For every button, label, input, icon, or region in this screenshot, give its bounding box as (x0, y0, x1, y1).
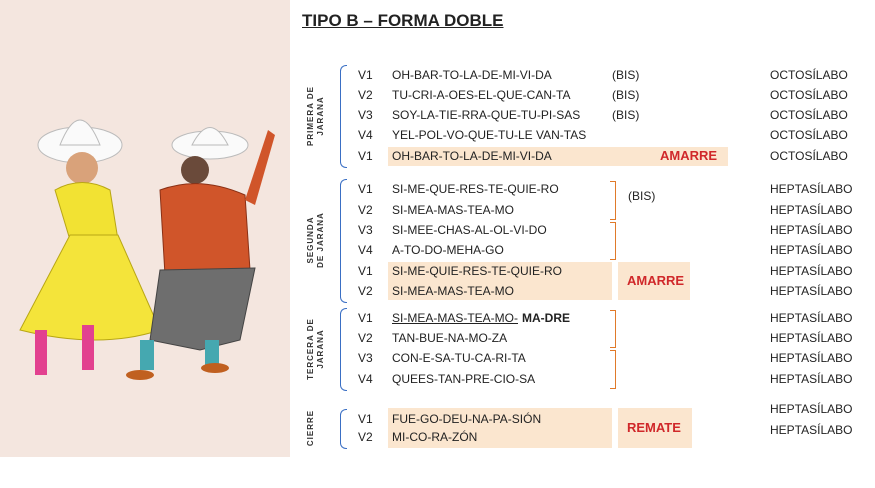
verse-text: SI-MEE-CHAS-AL-OL-VI-DO (392, 223, 547, 237)
section-label-line: SEGUNDA (306, 216, 315, 264)
meter: HEPTASÍLABO (770, 311, 853, 325)
verse-text: SOY-LA-TIE-RRA-QUE-TU-PI-SAS (392, 108, 581, 122)
verse-number: V1 (358, 264, 373, 278)
verse-number: V3 (358, 351, 373, 365)
section-label: SEGUNDA DE JARANA (306, 180, 330, 300)
meter: OCTOSÍLABO (770, 88, 848, 102)
illustration (0, 0, 290, 457)
meter: OCTOSÍLABO (770, 128, 848, 142)
meter: HEPTASÍLABO (770, 243, 853, 257)
section-bracket (340, 65, 347, 168)
section-bracket (340, 409, 347, 449)
verse-text: SI-MEA-MAS-TEA-MO- (392, 311, 518, 325)
verse-number: V1 (358, 68, 373, 82)
verse-number: V1 (358, 149, 373, 163)
verse-text: TAN-BUE-NA-MO-ZA (392, 331, 508, 345)
verse-text: CON-E-SA-TU-CA-RI-TA (392, 351, 526, 365)
verse-number: V2 (358, 88, 373, 102)
meter: OCTOSÍLABO (770, 149, 848, 163)
verse-text: MI-CO-RA-ZÓN (392, 430, 478, 444)
verse-text: A-TO-DO-MEHA-GO (392, 243, 504, 257)
pair-bracket (610, 222, 616, 260)
meter: HEPTASÍLABO (770, 284, 853, 298)
highlight (618, 408, 692, 448)
section-bracket (340, 308, 347, 391)
verse-text: QUEES-TAN-PRE-CIO-SA (392, 372, 536, 386)
bis-note: (BIS) (612, 108, 640, 122)
meter: HEPTASÍLABO (770, 264, 853, 278)
section-bracket (340, 179, 347, 303)
verse-text: SI-MEA-MAS-TEA-MO (392, 284, 514, 298)
verse-text: SI-MEA-MAS-TEA-MO (392, 203, 514, 217)
bis-note: (BIS) (612, 68, 640, 82)
tag: AMARRE (627, 273, 685, 288)
verse-text: SI-ME-QUE-RES-TE-QUIE-RO (392, 182, 559, 196)
meter: OCTOSÍLABO (770, 68, 848, 82)
bis-note: (BIS) (612, 88, 640, 102)
highlight (388, 147, 728, 166)
section-label-line: DE JARANA (316, 212, 325, 268)
meter: HEPTASÍLABO (770, 203, 853, 217)
meter: HEPTASÍLABO (770, 351, 853, 365)
pair-bracket (610, 310, 616, 348)
verse-number: V3 (358, 108, 373, 122)
verse-number: V1 (358, 412, 373, 426)
verse-number: V2 (358, 331, 373, 345)
verse-number: V4 (358, 372, 373, 386)
section-label-line: CIERRE (306, 409, 315, 447)
verse-number: V4 (358, 243, 373, 257)
meter: HEPTASÍLABO (770, 223, 853, 237)
verse-text: YEL-POL-VO-QUE-TU-LE VAN-TAS (392, 128, 587, 142)
meter: OCTOSÍLABO (770, 108, 848, 122)
verse-number: V3 (358, 223, 373, 237)
section-label-line: JARANA (316, 95, 325, 136)
section-label: CIERRE (306, 368, 330, 488)
verse-number: V2 (358, 430, 373, 444)
meter: HEPTASÍLABO (770, 402, 853, 416)
verse-text: SI-ME-QUIE-RES-TE-QUIE-RO (392, 264, 562, 278)
bis-note: (BIS) (628, 189, 656, 203)
highlight (388, 262, 612, 300)
pair-bracket (610, 350, 616, 389)
verse-number: V1 (358, 182, 373, 196)
verse-number: V2 (358, 203, 373, 217)
pair-bracket (610, 181, 616, 220)
verse-number: V2 (358, 284, 373, 298)
verse-text: TU-CRI-A-OES-EL-QUE-CAN-TA (392, 88, 571, 102)
section-label: PRIMERA DE JARANA (306, 56, 330, 176)
page: TIPO B – FORMA DOBLE PRIMERA DE JARANA V1 O… (0, 0, 853, 457)
meter: HEPTASÍLABO (770, 423, 853, 437)
verse-text: OH-BAR-TO-LA-DE-MI-VI-DA (392, 68, 552, 82)
meter: HEPTASÍLABO (770, 372, 853, 386)
highlight (388, 408, 612, 448)
verse-number: V1 (358, 311, 373, 325)
meter: HEPTASÍLABO (770, 182, 853, 196)
verse-number: V4 (358, 128, 373, 142)
verse-text: OH-BAR-TO-LA-DE-MI-VI-DA (392, 149, 552, 163)
tag: REMATE (627, 420, 681, 435)
highlight (618, 262, 690, 300)
section-label-line: PRIMERA DE (306, 85, 315, 146)
title: TIPO B – FORMA DOBLE (302, 11, 504, 30)
verse-emphasis: MA-DRE (522, 311, 570, 325)
meter: HEPTASÍLABO (770, 331, 853, 345)
verse-text: FUE-GO-DEU-NA-PA-SIÓN (392, 412, 542, 426)
tag: AMARRE (660, 148, 718, 163)
